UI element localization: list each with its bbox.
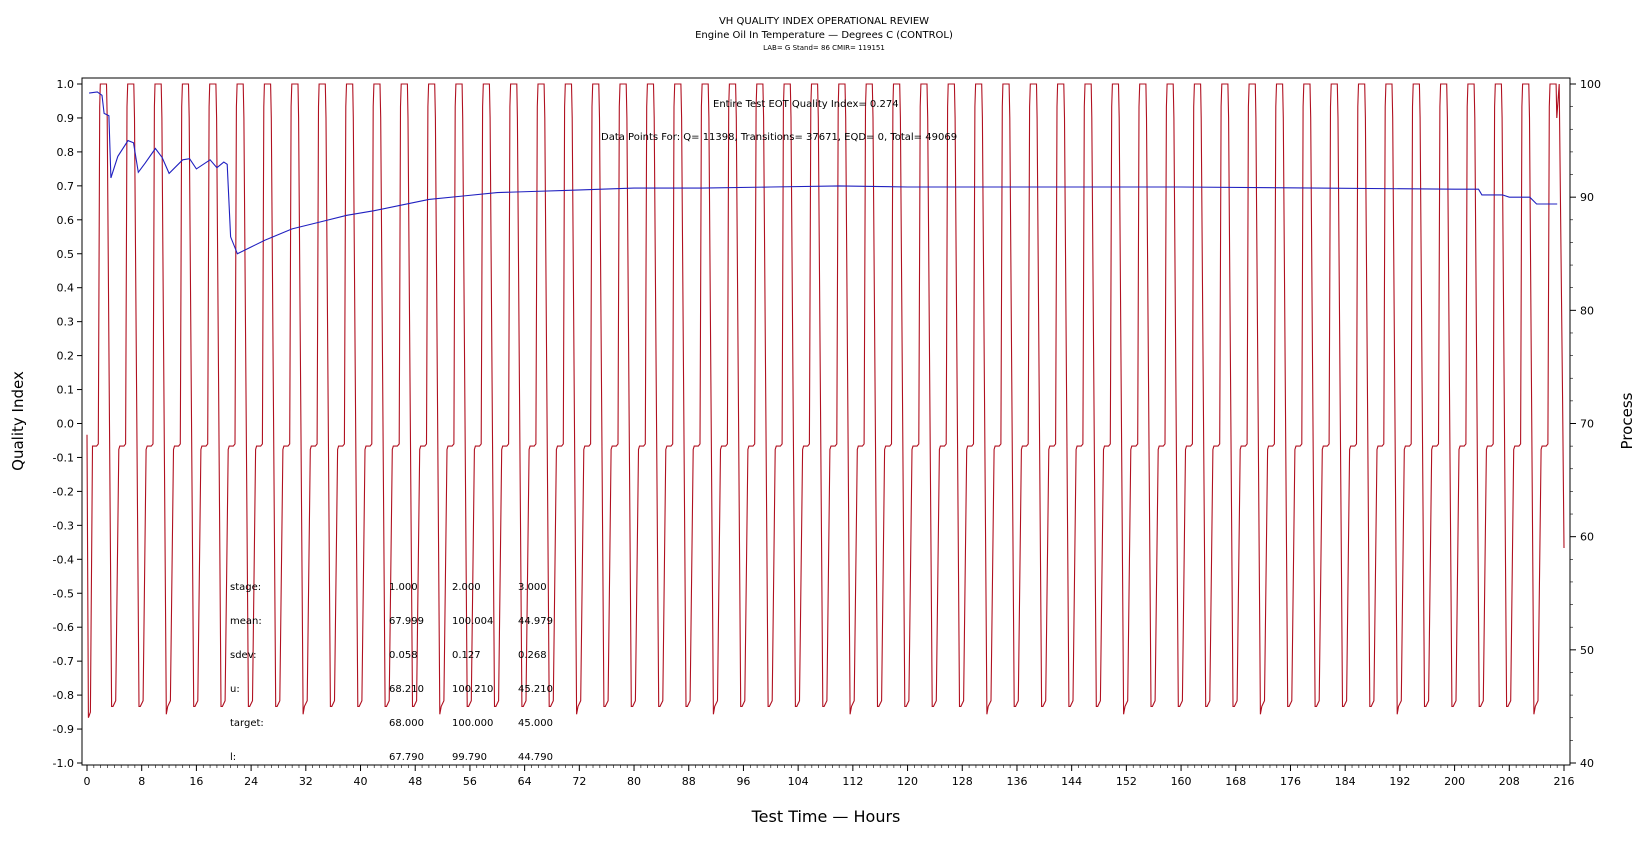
stats-cell: 67.790 bbox=[389, 752, 424, 763]
y-right-tick-label: 60 bbox=[1580, 531, 1594, 544]
quality-index-series-blue bbox=[89, 91, 1558, 255]
x-tick-label: 8 bbox=[138, 775, 145, 788]
x-tick-label: 160 bbox=[1171, 775, 1192, 788]
x-tick-label: 200 bbox=[1444, 775, 1465, 788]
x-tick-label: 152 bbox=[1116, 775, 1137, 788]
x-tick-label: 24 bbox=[244, 775, 258, 788]
y-left-tick-label: -0.2 bbox=[53, 485, 74, 498]
y-right-tick-label: 70 bbox=[1580, 418, 1594, 431]
x-tick-label: 112 bbox=[842, 775, 863, 788]
y-axis-label-right: Process bbox=[1618, 392, 1636, 449]
stats-row-label: mean: bbox=[230, 616, 262, 627]
process-series-red bbox=[86, 83, 1565, 718]
x-tick-label: 168 bbox=[1225, 775, 1246, 788]
x-tick-label: 32 bbox=[299, 775, 313, 788]
y-left-tick-label: -0.8 bbox=[53, 689, 74, 702]
y-left-tick-label: 0.4 bbox=[57, 282, 75, 295]
stats-cell: 99.790 bbox=[452, 752, 487, 763]
plot-frame bbox=[81, 77, 1571, 766]
x-tick-label: 208 bbox=[1499, 775, 1520, 788]
x-tick-label: 16 bbox=[189, 775, 203, 788]
y-axis-label-left: Quality Index bbox=[9, 371, 27, 471]
chart-subtitle: Engine Oil In Temperature — Degrees C (C… bbox=[695, 30, 953, 41]
stats-cell: 45.000 bbox=[518, 718, 553, 729]
y-right-tick-label: 100 bbox=[1580, 78, 1601, 91]
x-tick-label: 88 bbox=[682, 775, 696, 788]
x-tick-label: 184 bbox=[1335, 775, 1356, 788]
x-tick-label: 0 bbox=[84, 775, 91, 788]
stats-cell: 67.999 bbox=[389, 616, 424, 627]
stats-row-label: sdev: bbox=[230, 650, 256, 661]
stats-cell: 45.210 bbox=[518, 684, 553, 695]
y-right-tick-label: 90 bbox=[1580, 191, 1594, 204]
x-tick-label: 80 bbox=[627, 775, 641, 788]
stats-cell: 100.004 bbox=[452, 616, 493, 627]
stats-cell: 0.058 bbox=[389, 650, 418, 661]
x-tick-label: 40 bbox=[354, 775, 368, 788]
x-tick-label: 176 bbox=[1280, 775, 1301, 788]
stats-cell: 44.790 bbox=[518, 752, 553, 763]
y-right-tick-label: 50 bbox=[1580, 644, 1594, 657]
chart-subsubtitle: LAB= G Stand= 86 CMIR= 119151 bbox=[763, 44, 885, 52]
y-left-tick-label: -0.1 bbox=[53, 451, 74, 464]
y-left-tick-label: 0.2 bbox=[57, 350, 75, 363]
y-left-tick-label: 0.8 bbox=[57, 146, 75, 159]
quality-index-annotation: Entire Test EOT Quality Index= 0.274 bbox=[713, 99, 899, 110]
y-right-tick-label: 80 bbox=[1580, 304, 1594, 317]
x-tick-label: 56 bbox=[463, 775, 477, 788]
x-tick-label: 136 bbox=[1006, 775, 1027, 788]
stats-cell: 100.000 bbox=[452, 718, 493, 729]
y-left-tick-label: 0.7 bbox=[57, 180, 75, 193]
y-left-tick-label: 0.5 bbox=[57, 248, 75, 261]
stats-cell: 68.210 bbox=[389, 684, 424, 695]
x-tick-label: 64 bbox=[518, 775, 532, 788]
y-left-tick-label: -0.6 bbox=[53, 621, 74, 634]
x-tick-label: 216 bbox=[1554, 775, 1575, 788]
chart-title: VH QUALITY INDEX OPERATIONAL REVIEW bbox=[719, 16, 929, 27]
stats-cell: 0.127 bbox=[452, 650, 481, 661]
x-tick-label: 96 bbox=[736, 775, 750, 788]
stats-cell: 1.000 bbox=[389, 582, 418, 593]
y-left-tick-label: -0.3 bbox=[53, 519, 74, 532]
y-left-tick-label: -0.9 bbox=[53, 723, 74, 736]
y-left-tick-label: 0.3 bbox=[57, 316, 75, 329]
stats-cell: 3.000 bbox=[518, 582, 547, 593]
stats-cell: 100.210 bbox=[452, 684, 493, 695]
stats-row-label: target: bbox=[230, 718, 264, 729]
stats-table: stage: 1.000 2.000 3.000 mean: 67.999 100.004 4… bbox=[230, 582, 553, 763]
stats-row-label: l: bbox=[230, 752, 236, 763]
y-left-tick-label: 0.0 bbox=[57, 418, 75, 431]
stats-cell: 44.979 bbox=[518, 616, 553, 627]
y-left-tick-label: 0.1 bbox=[57, 384, 75, 397]
stats-cell: 2.000 bbox=[452, 582, 481, 593]
y-left-tick-label: -0.5 bbox=[53, 587, 74, 600]
x-tick-label: 72 bbox=[572, 775, 586, 788]
x-tick-label: 120 bbox=[897, 775, 918, 788]
stats-row-label: stage: bbox=[230, 582, 261, 593]
stats-cell: 0.268 bbox=[518, 650, 547, 661]
y-left-tick-label: 0.9 bbox=[57, 112, 75, 125]
x-tick-label: 144 bbox=[1061, 775, 1082, 788]
x-tick-label: 192 bbox=[1389, 775, 1410, 788]
y-left-tick-label: -0.4 bbox=[53, 553, 74, 566]
series-layer bbox=[86, 83, 1565, 718]
x-tick-label: 48 bbox=[408, 775, 422, 788]
stats-cell: 68.000 bbox=[389, 718, 424, 729]
y-right-tick-label: 40 bbox=[1580, 757, 1594, 770]
stats-row-label: u: bbox=[230, 684, 240, 695]
y-left-tick-label: -0.7 bbox=[53, 655, 74, 668]
x-tick-label: 128 bbox=[952, 775, 973, 788]
y-left-tick-label: -1.0 bbox=[53, 757, 74, 770]
y-left-tick-label: 0.6 bbox=[57, 214, 75, 227]
y-left-tick-label: 1.0 bbox=[57, 78, 75, 91]
data-points-annotation: Data Points For: Q= 11398, Transitions= … bbox=[601, 132, 957, 143]
axes-layer: 0 8 16 24 32 40 48 56 64 72 80 88 96 104 112 120 128 136 1… bbox=[53, 78, 1601, 788]
x-axis-label: Test Time — Hours bbox=[751, 807, 901, 826]
x-tick-label: 104 bbox=[788, 775, 809, 788]
